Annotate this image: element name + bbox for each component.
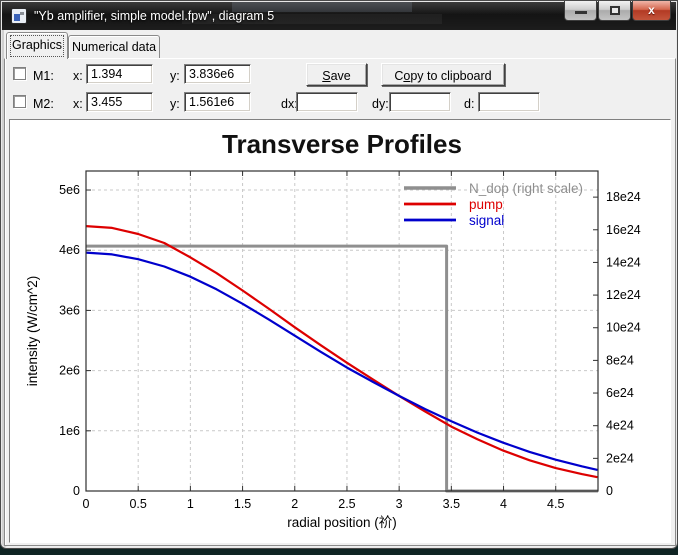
right-tick-label: 2e24 [606,451,634,465]
right-tick-label: 4e24 [606,419,634,433]
right-tick-label: 10e24 [606,321,641,335]
tab-numerical-data[interactable]: Numerical data [68,35,160,58]
m2-label: M2: [33,97,54,111]
x-tick-label: 3 [396,497,403,511]
close-button[interactable]: x [632,1,671,21]
minimize-icon [575,11,587,14]
m1-y-input[interactable] [184,64,251,84]
restore-button[interactable] [598,1,631,21]
app-icon-dot [20,12,24,15]
legend-label: signal [469,213,504,228]
d-label: d: [464,97,475,111]
copy-label-rest: py to clipboard [410,69,492,83]
titlebar-glass-reflection [182,14,442,24]
m1-y-label: y: [170,69,180,83]
chart-title: Transverse Profiles [222,129,462,159]
m2-x-input[interactable] [86,92,153,112]
series-pump [85,225,598,479]
m1-x-label: x: [73,69,83,83]
copy-to-clipboard-button[interactable]: Copy to clipboard [381,63,505,86]
legend-label: pump [469,197,503,212]
dx-input[interactable] [296,92,358,112]
series-signal [85,251,598,471]
m1-label: M1: [33,69,54,83]
x-tick-label: 4.5 [547,497,564,511]
x-tick-label: 0.5 [129,497,146,511]
dy-label: dy: [372,97,389,111]
close-icon: x [648,3,655,17]
save-button[interactable]: Save [306,63,367,86]
right-tick-label: 0 [606,484,613,498]
app-icon-chart-bar [14,14,20,21]
x-tick-label: 0 [83,497,90,511]
right-tick-label: 14e24 [606,255,641,269]
plot-frame [85,170,599,492]
tab-graphics-label: Graphics [11,38,63,52]
tab-focus-rect [10,35,64,57]
dy-input[interactable] [389,92,451,112]
m2-y-input[interactable] [184,92,251,112]
x-tick-label: 4 [500,497,507,511]
right-tick-label: 6e24 [606,386,634,400]
m2-checkbox[interactable] [13,95,26,108]
y-axis-label: intensity (W/cm^2) [25,276,40,387]
x-tick-label: 2.5 [338,497,355,511]
left-tick-label: 0 [73,484,80,498]
m1-checkbox[interactable] [13,67,26,80]
m1-x-input[interactable] [86,64,153,84]
transverse-profiles-chart[interactable]: Transverse Profiles 0 0.5 1 1.5 2 2.5 3 3.5 4 4.5 0… [10,120,670,542]
tab-graphics[interactable]: Graphics [6,32,68,59]
copy-label-accel: o [403,69,411,83]
legend-label: N_dop (right scale) [469,181,583,196]
right-tick-label: 16e24 [606,223,641,237]
minimize-button[interactable] [564,1,597,21]
restore-icon [610,6,620,15]
left-tick-label: 2e6 [59,364,80,378]
copy-label-pre: C [394,69,404,83]
left-tick-label: 5e6 [59,183,80,197]
save-label-accel: S [322,69,331,83]
save-label-rest: ave [330,69,351,83]
x-tick-label: 1 [187,497,194,511]
left-tick-label: 4e6 [59,243,80,257]
x-tick-label: 3.5 [443,497,460,511]
m2-x-label: x: [73,97,83,111]
x-tick-label: 2 [291,497,298,511]
app-icon[interactable] [11,8,27,24]
m2-y-label: y: [170,97,180,111]
x-axis-label: radial position (祄) [287,514,397,530]
series-n-dop-right-scale [86,244,598,493]
window-controls: x [563,1,671,22]
titlebar[interactable]: "Yb amplifier, simple model.fpw", diagra… [2,2,676,30]
x-tick-label: 1.5 [234,497,251,511]
right-tick-label: 18e24 [606,190,641,204]
left-tick-label: 3e6 [59,303,80,317]
d-input[interactable] [478,92,540,112]
tab-numerical-data-label: Numerical data [71,40,157,54]
dx-label: dx: [281,97,298,111]
window-title: "Yb amplifier, simple model.fpw", diagra… [34,9,275,23]
right-tick-label: 8e24 [606,353,634,367]
left-tick-label: 1e6 [59,424,80,438]
titlebar-glass-reflection [232,2,412,12]
right-tick-label: 12e24 [606,288,641,302]
